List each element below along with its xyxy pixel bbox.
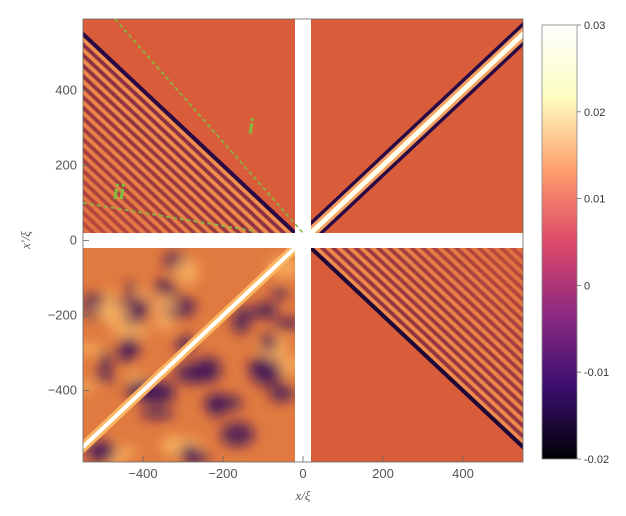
diagonal-stripe — [313, 35, 523, 233]
colorbar-bar — [541, 24, 578, 460]
fringe-line — [314, 248, 523, 444]
fringe-line — [336, 248, 523, 423]
texture-blob — [99, 349, 112, 374]
y-tick-label: −400 — [48, 383, 77, 398]
texture-blob — [154, 279, 177, 296]
annotation-label-ii: ii — [113, 179, 126, 204]
texture-blob — [251, 362, 284, 387]
texture-blob — [91, 303, 131, 317]
texture-blob — [208, 392, 224, 419]
texture-blob — [110, 453, 125, 462]
texture-blob — [139, 408, 175, 419]
texture-blob — [272, 287, 287, 300]
fringe-line — [331, 248, 523, 429]
texture-blob — [174, 362, 212, 384]
x-axis: −400 −200 0 200 400 — [128, 456, 474, 481]
colorbar-tick-label: 0 — [584, 280, 590, 292]
texture-blob — [174, 257, 200, 286]
x-tick-label: 400 — [452, 466, 474, 481]
fringe-line — [83, 52, 275, 233]
texture-blob — [83, 343, 106, 355]
diagonal-stripe — [311, 21, 523, 227]
y-axis-label: x'/ξ — [18, 231, 33, 250]
fringe-line — [83, 58, 270, 233]
x-tick-label: −400 — [128, 466, 157, 481]
texture-blob — [260, 333, 278, 352]
colorbar: 0.03 0.02 0.01 0 -0.01 -0.02 — [541, 20, 609, 466]
quadrant-bottom-right — [311, 248, 523, 450]
texture-blob — [181, 444, 199, 462]
fringe-line — [83, 47, 281, 233]
annotation-label-i: i — [248, 114, 255, 139]
colorbar-tick-label: -0.01 — [584, 367, 609, 379]
anti-diagonal-dark — [311, 248, 523, 450]
texture-blob — [93, 372, 117, 382]
x-axis-label: x/ξ — [295, 488, 311, 503]
texture-blob — [124, 282, 138, 293]
anti-diagonal-dark — [83, 31, 295, 233]
y-tick-label: 400 — [55, 82, 77, 97]
fringe-line — [83, 37, 292, 233]
x-tick-label: 200 — [372, 466, 394, 481]
texture-blob — [233, 307, 262, 319]
quadrant-bottom-left — [83, 248, 295, 462]
fringe-line — [319, 248, 523, 439]
diagonal-stripe — [318, 40, 523, 233]
texture-blob — [273, 317, 295, 330]
diagonal-stripe — [311, 26, 523, 232]
texture-blob — [220, 421, 255, 447]
quadrant-top-left — [83, 31, 295, 233]
x-tick-label: −200 — [208, 466, 237, 481]
quadrant-top-right — [311, 21, 523, 233]
colorbar-tick-label: 0.03 — [584, 20, 605, 32]
texture-blob — [151, 295, 178, 313]
texture-blob — [111, 322, 151, 338]
y-tick-label: −200 — [48, 308, 77, 323]
fringe-line — [325, 248, 523, 434]
diagonal-stripe — [83, 248, 295, 450]
colorbar-tick-label: -0.02 — [584, 454, 609, 466]
annotation-line-ii — [82, 202, 256, 232]
gap-horizontal — [83, 232, 523, 249]
diagonal-stripe — [311, 30, 523, 233]
texture-blob — [160, 435, 189, 457]
x-tick-label: 0 — [299, 466, 306, 481]
texture-blob — [124, 373, 146, 382]
annotation-line-i — [114, 18, 304, 234]
heatmap-plot-area — [83, 19, 523, 462]
texture-blob — [118, 337, 131, 365]
texture-blob — [83, 381, 97, 392]
texture-blob — [268, 385, 295, 403]
y-axis: −400 −200 0 200 400 — [48, 82, 89, 398]
fringe-line — [83, 42, 287, 233]
colorbar-tick-label: 0.01 — [584, 194, 605, 206]
y-tick-label: 200 — [55, 157, 77, 172]
colorbar-ticks: 0.03 0.02 0.01 0 -0.01 -0.02 — [577, 20, 609, 466]
texture-blob — [231, 316, 250, 334]
colorbar-tick-label: 0.02 — [584, 107, 605, 119]
texture-blob — [89, 443, 111, 452]
y-tick-label: 0 — [70, 233, 77, 248]
annotations: iii — [82, 18, 304, 234]
